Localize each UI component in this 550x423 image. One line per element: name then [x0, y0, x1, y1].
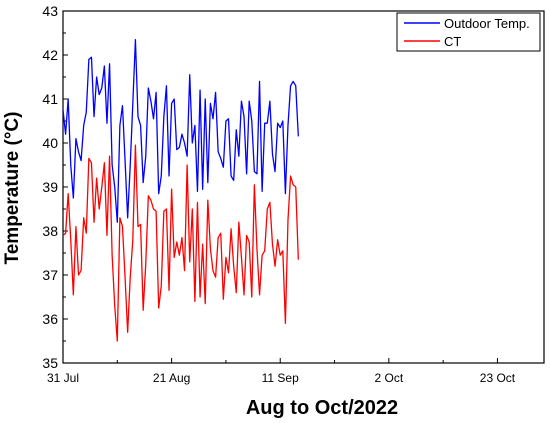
- legend-label-outdoor-temp: Outdoor Temp.: [444, 16, 530, 31]
- y-tick-label: 43: [42, 3, 58, 19]
- x-tick-label: 23 Oct: [480, 371, 516, 385]
- series-line-outdoor-temp: [62, 38, 299, 223]
- legend: Outdoor Temp. CT: [396, 12, 541, 52]
- axis-ticks: 35 36 37 38 39 40 41 42 43 31 Jul 21 Aug 11 Sep 2 Oc…: [42, 3, 515, 385]
- x-tick-label: 21 Aug: [153, 371, 190, 385]
- y-tick-label: 37: [42, 267, 58, 283]
- legend-box: [396, 12, 541, 52]
- plot-area: [62, 10, 545, 364]
- y-tick-label: 42: [42, 47, 58, 63]
- x-axis-title: Aug to Oct/2022: [246, 397, 398, 419]
- y-tick-label: 39: [42, 179, 58, 195]
- y-tick-label: 40: [42, 135, 58, 151]
- x-tick-label: 31 Jul: [47, 371, 79, 385]
- y-tick-label: 41: [42, 91, 58, 107]
- series-line-ct: [62, 144, 299, 342]
- x-tick-label: 11 Sep: [262, 371, 299, 385]
- series-layer: [62, 38, 299, 342]
- y-tick-label: 38: [42, 223, 58, 239]
- x-tick-label: 2 Oct: [374, 371, 403, 385]
- legend-label-ct: CT: [444, 34, 461, 49]
- y-tick-label: 35: [42, 355, 58, 371]
- y-axis-title: Temperature (°C): [2, 112, 23, 265]
- y-tick-label: 36: [42, 311, 58, 327]
